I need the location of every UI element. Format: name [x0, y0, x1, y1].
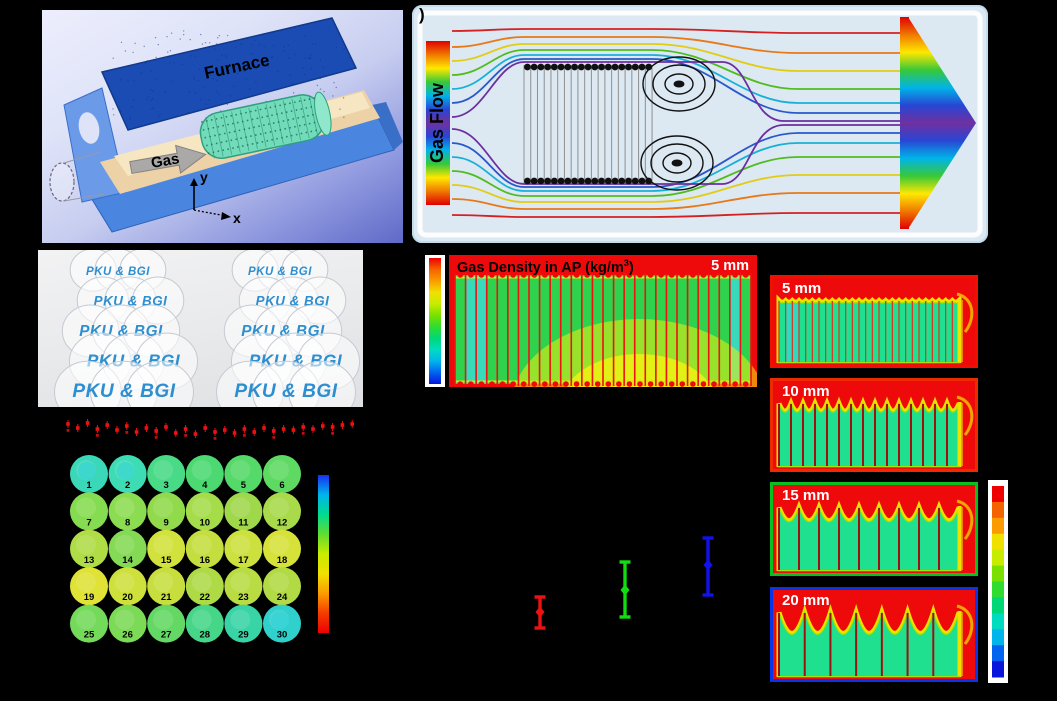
svg-text:5: 5	[241, 480, 247, 491]
svg-text:16: 16	[200, 555, 211, 566]
panel-b-gasflow-simulation: ) Gas Flow	[412, 5, 988, 243]
svg-text:23: 23	[238, 592, 249, 603]
svg-text:1: 1	[86, 480, 92, 491]
panel-e-sub-5mm: 5 mm	[770, 275, 978, 368]
svg-text:21: 21	[161, 592, 172, 603]
svg-text:3: 3	[164, 480, 169, 491]
svg-text:2: 2	[125, 480, 130, 491]
svg-text:18: 18	[277, 555, 288, 566]
panel-d-title: Gas Density in AP (kg/m3)	[457, 258, 634, 276]
svg-text:8: 8	[125, 517, 130, 528]
svg-text:x: x	[233, 210, 241, 226]
svg-text:13: 13	[84, 555, 95, 566]
colorbar-gradient	[425, 255, 445, 387]
svg-text:28: 28	[200, 630, 211, 641]
colorbar-discrete	[988, 480, 1008, 683]
svg-text:PKU & BGI: PKU & BGI	[234, 381, 337, 402]
panel-e-colorbar	[988, 480, 1008, 683]
svg-text:29: 29	[238, 630, 249, 641]
svg-text:25: 25	[84, 630, 95, 641]
svg-text:7: 7	[86, 517, 91, 528]
svg-text:PKU & BGI: PKU & BGI	[86, 266, 150, 278]
panel-d-colorbar	[425, 255, 445, 387]
svg-text:20: 20	[122, 592, 133, 603]
panel-d-spacing-tag: 5 mm	[711, 258, 749, 274]
svg-text:19: 19	[84, 592, 95, 603]
svg-text:14: 14	[122, 555, 133, 566]
spacing-label: 20 mm	[782, 592, 830, 609]
panel-e-sub-15mm: 15 mm	[770, 482, 978, 576]
furnace-3d-drawing: FurnaceGasyx	[42, 10, 403, 243]
svg-text:6: 6	[279, 480, 284, 491]
svg-text:17: 17	[238, 555, 249, 566]
panel-a-furnace-render: Furnace Gas y x	[42, 10, 403, 243]
svg-text:27: 27	[161, 630, 172, 641]
spacing-label: 10 mm	[782, 383, 830, 400]
spacing-label: 5 mm	[782, 280, 821, 297]
panel-e-sub-10mm: 10 mm	[770, 378, 978, 472]
panel-e-sub-20mm: 20 mm	[770, 587, 978, 682]
svg-text:30: 30	[277, 630, 288, 641]
panel-b-label: )	[419, 5, 425, 25]
spacing-label: 15 mm	[782, 487, 830, 504]
svg-text:12: 12	[277, 517, 288, 528]
svg-text:Gas Flow: Gas Flow	[427, 82, 447, 163]
wafer-maps-drawing: 1 2 3 4 5 67 8 9 10 11 1213 14 15 16 17 1819 20 21 22 23 242…	[60, 415, 360, 665]
svg-text:y: y	[200, 169, 208, 185]
svg-text:11: 11	[238, 517, 249, 528]
svg-text:9: 9	[164, 517, 169, 528]
wafer-uniformity-maps: 1 2 3 4 5 6 7 8 9 10 11 12 13 14 15 16 17 18 19 20 21 22 23 24 2…	[60, 415, 360, 665]
svg-text:24: 24	[277, 592, 288, 603]
svg-text:PKU & BGI: PKU & BGI	[72, 381, 175, 402]
svg-text:10: 10	[200, 517, 211, 528]
svg-text:22: 22	[200, 592, 211, 603]
panel-c-wafer-photo: PKU & BGI PKU & BGI PKU & BGI PKU & BGI PKU …	[38, 250, 363, 407]
svg-text:PKU & BGI: PKU & BGI	[248, 266, 312, 278]
svg-text:15: 15	[161, 555, 172, 566]
svg-text:26: 26	[122, 630, 133, 641]
streamline-drawing: Gas Flow	[412, 5, 988, 243]
wafer-photo-drawing: PKU & BGI PKU & BGIPKU & BGI PKU & BGIPKU …	[38, 250, 363, 407]
figure-canvas: Furnace Gas y x ) Gas Flow PKU & BGI PKU & B…	[0, 0, 1057, 701]
svg-text:4: 4	[202, 480, 208, 491]
panel-d-gas-density: Gas Density in AP (kg/m3) 5 mm	[449, 255, 757, 387]
